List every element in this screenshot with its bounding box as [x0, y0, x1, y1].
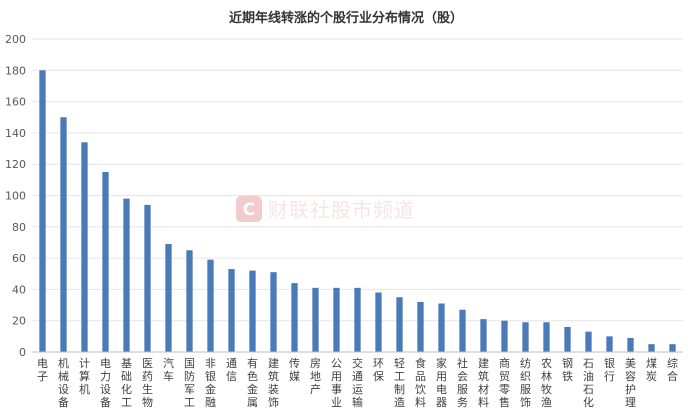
watermark-text: 财联社股市频道: [268, 198, 415, 222]
bar-15: [354, 287, 361, 352]
x-tick-label: 农林牧渔: [541, 356, 552, 408]
y-tick-label: 80: [12, 221, 26, 234]
x-tick-label: 食品饮料: [415, 356, 426, 408]
x-tick-label: 有色金属: [247, 356, 258, 408]
watermark-logo-icon: [236, 196, 262, 222]
watermark-logo-letter: C: [243, 200, 255, 220]
bar-14: [333, 287, 340, 352]
bar-6: [165, 244, 172, 352]
bar-23: [522, 322, 529, 352]
x-tick-label: 医药生物: [142, 357, 153, 408]
x-tick-label: 基础化工: [121, 357, 132, 408]
bar-0: [39, 70, 46, 353]
bar-10: [249, 270, 256, 352]
x-tick-label: 建筑装饰: [268, 356, 279, 408]
x-tick-label: 社会服务: [457, 356, 468, 408]
y-tick-label: 180: [5, 64, 26, 77]
x-tick-label: 轻工制造: [394, 356, 405, 408]
y-tick-label: 20: [12, 315, 26, 328]
bar-11: [270, 272, 277, 352]
bar-22: [501, 320, 508, 352]
bar-25: [564, 326, 571, 352]
bar-9: [228, 269, 235, 352]
bar-2: [81, 142, 88, 352]
x-tick-label: 国防军工: [184, 357, 195, 408]
bar-17: [396, 297, 403, 352]
x-tick-label: 非银金融: [205, 357, 216, 408]
x-tick-label: 商贸零售: [499, 356, 510, 408]
bar-13: [312, 287, 319, 352]
x-tick-label: 交通运输: [352, 356, 363, 408]
bar-3: [102, 172, 109, 352]
x-tick-label: 美容护理: [625, 357, 636, 408]
bar-16: [375, 292, 382, 352]
x-tick-label: 公用事业: [331, 357, 342, 408]
y-tick-label: 200: [5, 33, 26, 46]
x-tick-label: 家用电器: [436, 356, 447, 408]
x-tick-label: 纺织服饰: [520, 356, 531, 408]
gridlines: [32, 38, 683, 322]
bar-21: [480, 319, 487, 352]
bar-30: [669, 344, 676, 352]
x-tick-label: 综合: [667, 356, 678, 383]
chart-title: 近期年线转涨的个股行业分布情况（股）: [229, 10, 463, 26]
x-tick-label: 机械设备: [58, 356, 69, 408]
x-tick-label: 电子: [37, 357, 48, 383]
y-tick-label: 60: [12, 252, 26, 265]
x-tick-label: 汽车: [163, 356, 174, 383]
bar-24: [543, 322, 550, 352]
bar-7: [186, 250, 193, 352]
x-tick-label: 电力设备: [100, 357, 111, 408]
y-axis-ticks: 0 20 40 60 80 100 120 140 160 180 200: [5, 33, 26, 359]
bar-27: [606, 336, 613, 352]
bar-12: [291, 283, 298, 352]
x-tick-label: 环保: [373, 357, 384, 383]
y-tick-label: 120: [5, 158, 26, 171]
bar-5: [144, 204, 151, 352]
x-tick-label: 钢铁: [562, 357, 573, 383]
bars: [39, 70, 676, 353]
x-tick-label: 银行: [604, 356, 615, 383]
x-tick-label: 传媒: [289, 357, 300, 383]
x-tick-label: 通信: [226, 357, 237, 383]
y-tick-label: 40: [12, 283, 26, 296]
bar-19: [438, 303, 445, 352]
y-tick-label: 160: [5, 96, 26, 109]
x-tick-label: 石油石化: [583, 357, 594, 408]
x-tick-label: 建筑材料: [478, 356, 489, 408]
bar-29: [648, 344, 655, 352]
bar-4: [123, 198, 130, 352]
bar-1: [60, 117, 67, 352]
x-tick-label: 计算机: [79, 357, 90, 396]
bar-26: [585, 331, 592, 352]
y-tick-label: 0: [19, 346, 26, 359]
bar-28: [627, 337, 634, 352]
bar-18: [417, 301, 424, 352]
bar-8: [207, 259, 214, 352]
y-tick-label: 100: [5, 190, 26, 203]
x-tick-label: 房地产: [310, 357, 321, 396]
x-tick-label: 煤炭: [646, 357, 657, 383]
x-axis-ticks: 电子机械设备计算机电力设备基础化工医药生物汽车国防军工非银金融通信有色金属建筑装…: [37, 356, 678, 408]
watermark: C 财联社股市频道: [236, 196, 415, 222]
y-tick-label: 140: [5, 127, 26, 140]
bar-20: [459, 309, 466, 352]
